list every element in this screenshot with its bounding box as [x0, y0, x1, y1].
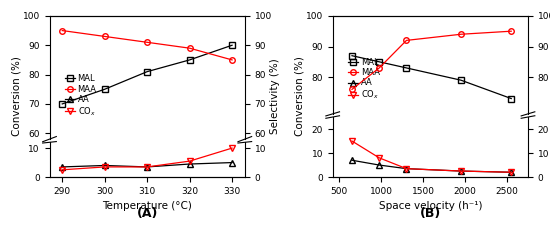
X-axis label: Temperature (°C): Temperature (°C): [102, 201, 192, 211]
Text: Selectivity (%): Selectivity (%): [270, 59, 280, 134]
Text: Conversion (%): Conversion (%): [295, 57, 305, 136]
X-axis label: Space velocity (h⁻¹): Space velocity (h⁻¹): [378, 201, 482, 211]
Legend: MAL, MAA, AA, CO$_x$: MAL, MAA, AA, CO$_x$: [63, 73, 98, 119]
Text: (A): (A): [136, 207, 158, 220]
Text: (B): (B): [420, 207, 441, 220]
Text: Conversion (%): Conversion (%): [12, 57, 21, 136]
Legend: MAL, MAA, AA, CO$_x$: MAL, MAA, AA, CO$_x$: [346, 56, 382, 103]
